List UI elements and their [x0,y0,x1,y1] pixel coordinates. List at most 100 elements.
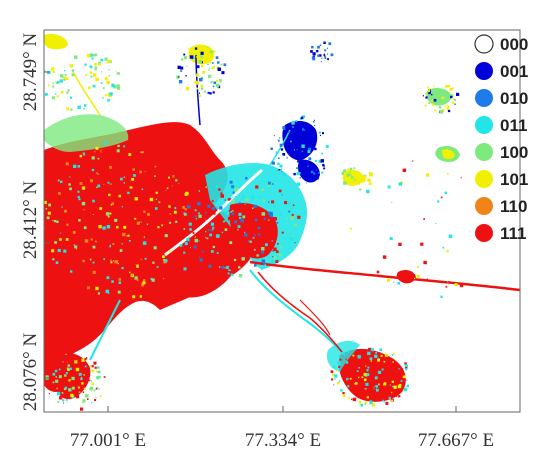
land-cover-pixel [258,221,261,223]
land-cover-pixel [400,380,403,382]
land-cover-pixel [82,402,84,404]
land-cover-pixel [228,266,232,270]
land-cover-pixel [79,182,83,185]
land-cover-pixel [141,188,144,191]
land-cover-pixel [127,191,130,195]
land-cover-pixel [437,200,440,203]
land-cover-pixel [391,202,393,203]
land-cover-pixel [388,396,391,400]
land-cover-pixel [144,171,146,173]
land-cover-pixel [83,374,85,376]
land-cover-pixel [91,66,93,68]
land-cover-pixel [291,235,294,237]
land-cover-pixel [261,212,266,216]
land-cover-pixel [238,274,243,278]
land-cover-pixel [80,375,84,379]
land-cover-pixel [64,209,67,213]
land-cover-pixel [198,212,200,215]
land-cover-pixel [80,407,84,411]
land-cover-pixel [147,212,150,216]
land-cover-pixel [198,256,200,258]
land-cover-pixel [108,193,111,197]
land-cover-pixel [367,351,371,356]
land-cover-pixel [62,361,64,363]
land-cover-pixel [71,386,75,390]
land-cover-pixel [227,198,231,201]
land-cover-pixel [60,91,64,94]
land-cover-pixel [117,86,121,90]
land-cover-pixel [139,167,142,170]
land-cover-pixel [331,378,334,381]
land-cover-pixel [239,217,243,220]
land-cover-pixel [97,370,101,374]
land-cover-pixel [454,103,456,105]
land-cover-pixel [273,205,276,208]
land-cover-pixel [257,195,260,198]
land-cover-pixel [353,167,356,170]
land-cover-pixel [251,195,255,200]
land-cover-pixel [80,377,82,379]
land-cover-pixel [133,265,137,268]
land-cover-pixel [381,381,384,384]
land-cover-pixel [387,185,391,189]
road-southeast-line [299,299,331,336]
land-cover-pixel [65,383,68,385]
land-cover-pixel [94,399,97,401]
land-cover-pixel [352,397,357,402]
land-cover-pixel [375,385,378,388]
land-cover-pixel [346,168,348,170]
land-cover-pixel [234,187,239,192]
land-cover-pixel [77,165,80,168]
land-cover-pixel [445,85,448,88]
land-cover-pixel [211,200,214,202]
land-cover-pixel [162,255,165,259]
land-cover-pixel [99,207,103,210]
land-cover-pixel [198,92,201,94]
land-cover-pixel [254,234,256,237]
land-cover-pixel [239,216,241,219]
land-cover-pixel [92,270,96,274]
land-cover-pixel [358,178,361,181]
land-cover-pixel [54,369,58,373]
land-cover-pixel [301,150,304,153]
land-cover-pixel [270,147,273,150]
land-cover-pixel [139,295,142,298]
land-cover-pixel [186,65,188,67]
land-cover-pixel [296,182,300,186]
land-cover-pixel [205,230,207,233]
land-cover-pixel [94,240,97,243]
land-cover-pixel [163,277,165,280]
land-cover-pixel [207,74,212,79]
land-cover-pixel [184,208,187,211]
land-cover-pixel [368,182,372,185]
land-cover-pixel [63,79,66,81]
land-cover-pixel [445,285,448,288]
land-cover-pixel [354,382,356,385]
land-cover-pixel [389,384,392,386]
land-cover-pixel [211,66,215,70]
land-cover-pixel [138,288,142,292]
land-cover-pixel [154,175,156,177]
land-cover-pixel [288,207,290,209]
land-cover-pixel [136,279,139,281]
land-cover-pixel [347,351,350,353]
land-cover-pixel [58,192,61,195]
land-cover-pixel [92,84,96,88]
land-cover-pixel [297,167,299,169]
land-cover-pixel [297,215,301,219]
land-cover-pixel [358,401,362,404]
land-cover-pixel [88,86,91,90]
land-cover-pixel [345,170,348,172]
land-cover-pixel [66,91,69,94]
land-cover-pixel [169,250,172,253]
land-cover-pixel [77,386,80,389]
legend-label: 001 [500,62,528,81]
land-cover-pixel [107,181,110,184]
land-cover-pixel [128,240,131,242]
land-cover-pixel [315,176,319,180]
land-cover-pixel [313,172,316,175]
land-cover-pixel [106,225,111,229]
land-cover-pixel [126,259,129,262]
land-cover-pixel [379,348,382,351]
land-cover-pixel [433,98,437,102]
